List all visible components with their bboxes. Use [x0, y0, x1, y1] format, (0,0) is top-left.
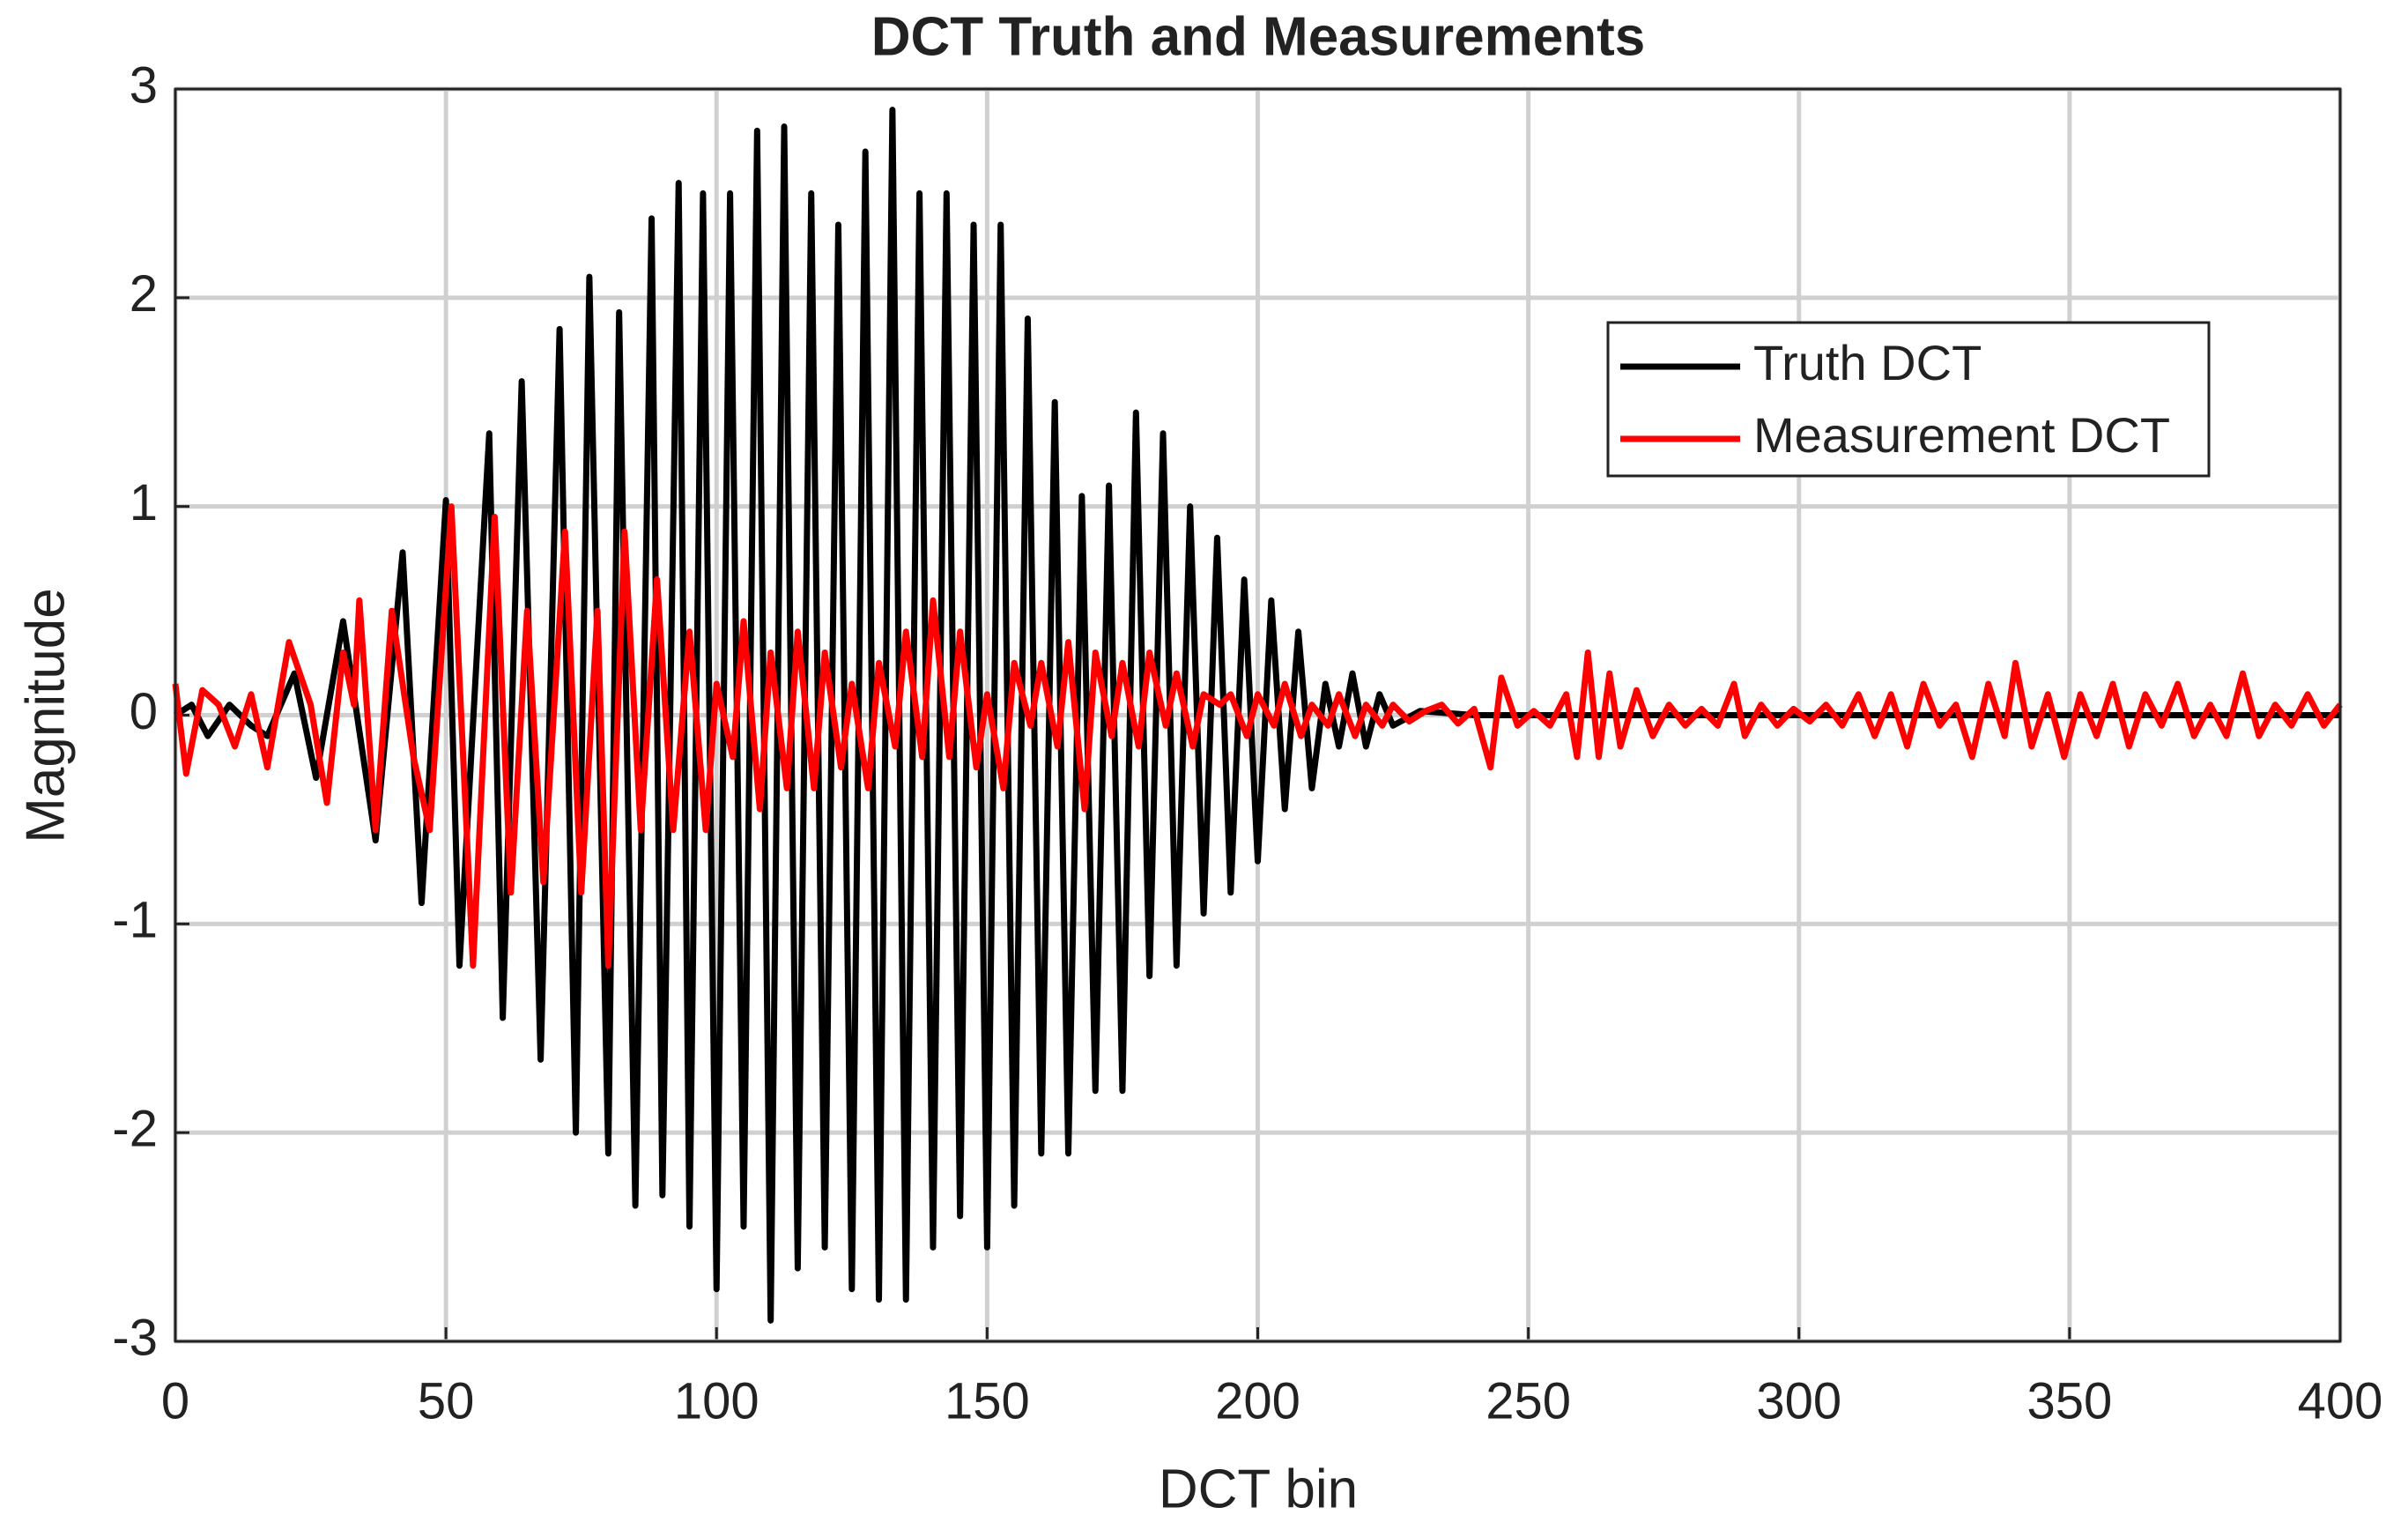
legend-label: Truth DCT — [1753, 335, 1982, 390]
x-axis-label: DCT bin — [1159, 1459, 1358, 1519]
x-tick-label: 150 — [945, 1372, 1030, 1429]
x-tick-label: 50 — [418, 1372, 475, 1429]
y-axis-label: Magnitude — [15, 588, 76, 843]
y-tick-label: -2 — [112, 1100, 158, 1157]
chart-title: DCT Truth and Measurements — [871, 6, 1645, 67]
y-tick-label: 0 — [130, 683, 158, 740]
y-tick-label: -3 — [112, 1309, 158, 1366]
x-tick-label: 400 — [2298, 1372, 2383, 1429]
y-tick-label: 3 — [130, 56, 158, 114]
legend-label: Measurement DCT — [1753, 407, 2170, 463]
x-tick-label: 0 — [161, 1372, 189, 1429]
x-tick-label: 100 — [674, 1372, 759, 1429]
x-tick-label: 200 — [1215, 1372, 1300, 1429]
y-tick-label: -1 — [112, 892, 158, 949]
x-tick-label: 300 — [1756, 1372, 1841, 1429]
legend-box — [1606, 321, 2211, 478]
data-line — [174, 107, 2340, 1324]
plot-frame — [174, 87, 2342, 1343]
y-tick-label: 1 — [130, 474, 158, 531]
x-tick-label: 350 — [2026, 1372, 2112, 1429]
y-tick-label: 2 — [130, 265, 158, 323]
data-line — [172, 503, 2343, 969]
x-tick-label: 250 — [1486, 1372, 1571, 1429]
